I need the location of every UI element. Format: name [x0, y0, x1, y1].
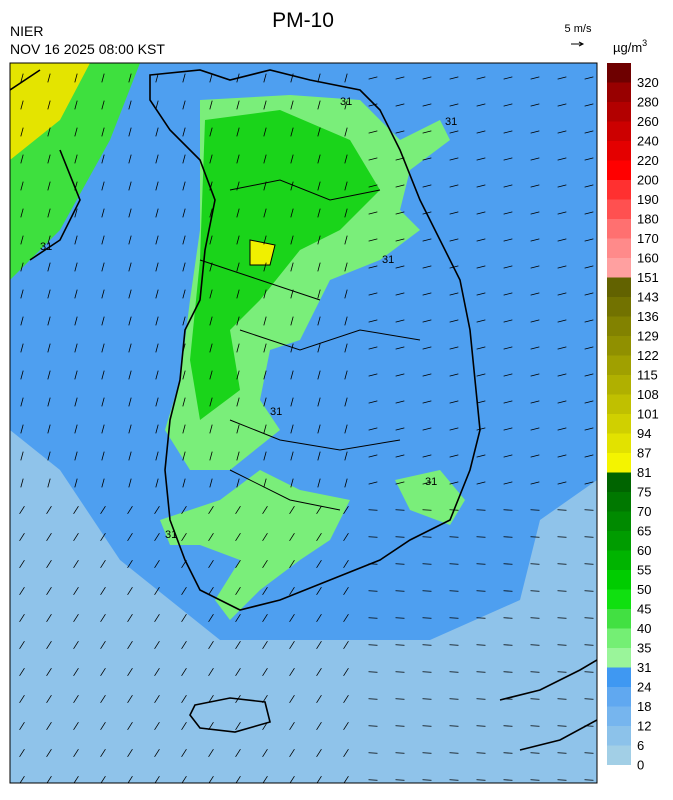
colorbar-swatch	[607, 746, 631, 766]
contour-label: 31	[165, 529, 177, 541]
colorbar-swatch	[607, 102, 631, 122]
contour-label: 31	[40, 241, 52, 253]
unit: µg/m3	[613, 38, 647, 55]
colorbar-label: 50	[637, 582, 651, 597]
colorbar-label: 18	[637, 699, 651, 714]
colorbar-swatch	[607, 356, 631, 376]
colorbar-swatch	[607, 609, 631, 629]
colorbar-swatch	[607, 551, 631, 571]
wind-scale-label: 5 m/s	[565, 23, 592, 35]
colorbar-swatch	[607, 336, 631, 356]
wind-scale-arrow	[571, 42, 583, 46]
colorbar-label: 45	[637, 602, 651, 617]
colorbar-swatch	[607, 141, 631, 161]
colorbar-swatch	[607, 668, 631, 688]
hotspot	[250, 240, 275, 265]
agency: NIER	[10, 23, 43, 39]
title: PM-10	[272, 9, 334, 32]
colorbar-swatch	[607, 687, 631, 707]
colorbar-swatch	[607, 473, 631, 493]
colorbar-label: 6	[637, 738, 644, 753]
colorbar-swatch	[607, 83, 631, 103]
contour-label: 31	[425, 476, 437, 488]
colorbar-label: 170	[637, 231, 659, 246]
colorbar-swatch	[607, 726, 631, 746]
colorbar-label: 143	[637, 290, 659, 305]
colorbar-label: 122	[637, 348, 659, 363]
colorbar-swatch	[607, 239, 631, 259]
colorbar-swatch	[607, 317, 631, 337]
colorbar-label: 320	[637, 75, 659, 90]
colorbar-swatch	[607, 200, 631, 220]
colorbar-label: 180	[637, 212, 659, 227]
unit-sup: 3	[642, 38, 647, 48]
contour-label: 31	[270, 406, 282, 418]
colorbar-label: 108	[637, 387, 659, 402]
colorbar-swatch	[607, 219, 631, 239]
colorbar-label: 151	[637, 270, 659, 285]
colorbar-label: 280	[637, 95, 659, 110]
colorbar-label: 31	[637, 660, 651, 675]
colorbar-swatch	[607, 590, 631, 610]
colorbar-swatch	[607, 414, 631, 434]
colorbar-swatch	[607, 629, 631, 649]
colorbar-label: 70	[637, 504, 651, 519]
colorbar-swatch	[607, 648, 631, 668]
contour-label: 31	[445, 116, 457, 128]
unit-base: µg/m	[613, 40, 642, 55]
colorbar-swatch	[607, 512, 631, 532]
colorbar-swatch	[607, 278, 631, 298]
colorbar-label: 240	[637, 134, 659, 149]
colorbar-label: 160	[637, 251, 659, 266]
colorbar-swatch	[607, 531, 631, 551]
colorbar-swatch	[607, 122, 631, 142]
colorbar-label: 136	[637, 309, 659, 324]
colorbar-swatch	[607, 63, 631, 83]
colorbar-swatch	[607, 375, 631, 395]
colorbar-label: 40	[637, 621, 651, 636]
colorbar-label: 0	[637, 758, 644, 773]
colorbar-label: 75	[637, 485, 651, 500]
contour-label: 31	[340, 96, 352, 108]
colorbar-label: 55	[637, 563, 651, 578]
colorbar-swatch	[607, 453, 631, 473]
colorbar-swatch	[607, 707, 631, 727]
colorbar-swatch	[607, 161, 631, 181]
colorbar-swatch	[607, 395, 631, 415]
colorbar-swatch	[607, 258, 631, 278]
colorbar-swatch	[607, 180, 631, 200]
colorbar-label: 115	[637, 368, 658, 383]
colorbar-label: 220	[637, 153, 659, 168]
colorbar-swatch	[607, 434, 631, 454]
colorbar-label: 35	[637, 641, 651, 656]
colorbar-label: 200	[637, 173, 659, 188]
colorbar-swatch	[607, 492, 631, 512]
contour-label: 31	[382, 254, 394, 266]
colorbar-swatch	[607, 570, 631, 590]
colorbar-label: 12	[637, 719, 651, 734]
colorbar-label: 81	[637, 465, 651, 480]
colorbar-label: 24	[637, 680, 651, 695]
colorbar: 0 6 12 18 24 31 35 40 45 50 55 60 65 70 75 81 87 94 101 108…	[607, 63, 659, 773]
colorbar-label: 129	[637, 329, 659, 344]
timestamp: NOV 16 2025 08:00 KST	[10, 41, 165, 57]
map: 31 31 31 31 31 31 31	[10, 63, 597, 784]
colorbar-label: 94	[637, 426, 651, 441]
colorbar-label: 260	[637, 114, 659, 129]
colorbar-label: 190	[637, 192, 659, 207]
colorbar-label: 101	[637, 407, 659, 422]
colorbar-label: 60	[637, 543, 651, 558]
colorbar-label: 87	[637, 446, 651, 461]
colorbar-swatch	[607, 297, 631, 317]
colorbar-label: 65	[637, 524, 651, 539]
